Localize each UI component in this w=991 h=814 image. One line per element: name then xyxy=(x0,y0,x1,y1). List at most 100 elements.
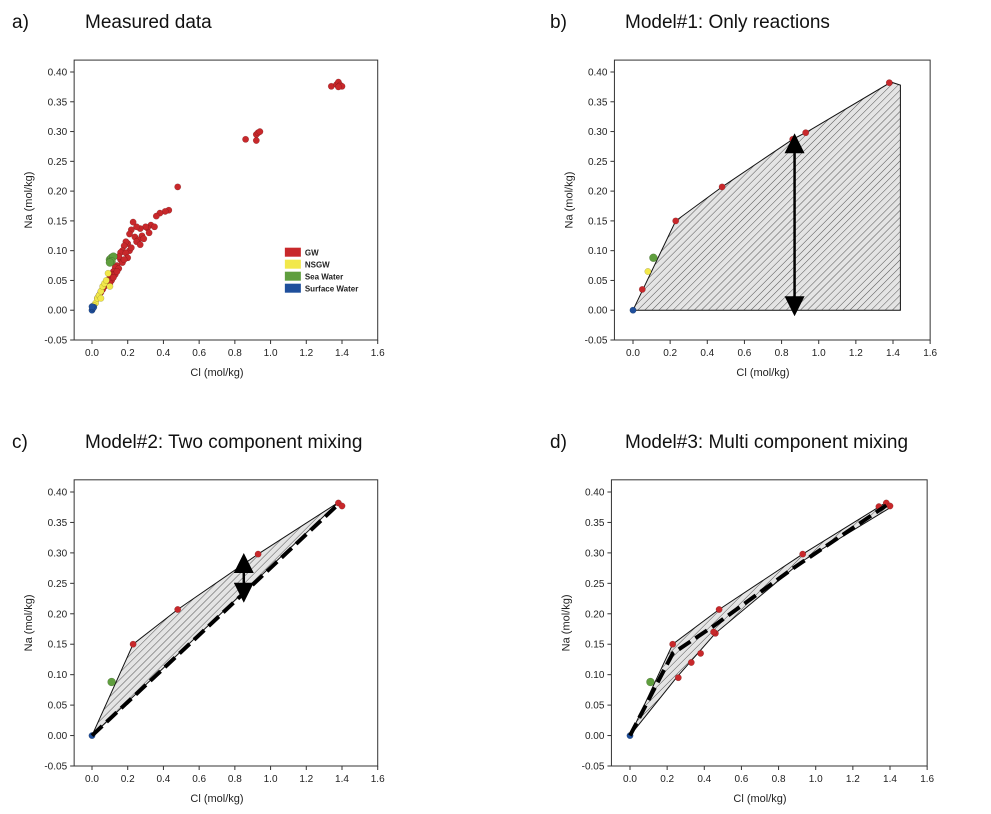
x-tick-label: 0.8 xyxy=(228,774,242,785)
legend-label: Sea Water xyxy=(305,273,343,282)
data-point xyxy=(136,241,144,249)
panel-d-title: Model#3: Multi component mixing xyxy=(625,432,909,453)
y-tick-label: 0.35 xyxy=(48,518,68,529)
y-tick-label: 0.10 xyxy=(48,670,68,681)
x-tick-label: 0.4 xyxy=(156,774,170,785)
y-tick-label: 0.15 xyxy=(48,216,68,227)
y-tick-label: -0.05 xyxy=(44,762,67,773)
legend-label: NSGW xyxy=(305,261,330,270)
data-point xyxy=(129,640,137,648)
y-tick-label: 0.40 xyxy=(48,488,68,499)
x-tick-label: 0.6 xyxy=(737,348,751,359)
data-point xyxy=(802,129,810,137)
data-point xyxy=(254,550,262,558)
data-point xyxy=(334,83,342,91)
data-point xyxy=(174,606,182,613)
x-tick-label: 1.2 xyxy=(299,774,313,785)
data-point xyxy=(140,235,148,243)
y-tick-label: 0.20 xyxy=(48,609,68,620)
x-tick-label: 1.2 xyxy=(849,348,863,359)
panel-b-letter: b) xyxy=(550,12,567,33)
model-envelope xyxy=(629,501,893,736)
x-tick-label: 1.6 xyxy=(371,348,385,359)
data-point xyxy=(256,128,264,136)
data-point xyxy=(104,269,112,277)
data-point xyxy=(133,223,141,231)
panel-a-title: Measured data xyxy=(85,12,212,33)
data-point xyxy=(649,253,658,263)
x-tick-label: 0.6 xyxy=(192,774,206,785)
data-point xyxy=(126,230,133,238)
x-axis-label: Cl (mol/kg) xyxy=(190,367,243,379)
y-tick-label: 0.00 xyxy=(48,306,68,317)
x-tick-label: 1.4 xyxy=(886,348,900,359)
y-tick-label: -0.05 xyxy=(44,336,67,347)
panel-c-title: Model#2: Two component mixing xyxy=(85,432,363,453)
data-point xyxy=(687,659,695,666)
y-tick-label: 0.05 xyxy=(48,701,68,712)
y-tick-label: -0.05 xyxy=(582,762,605,773)
data-point xyxy=(885,79,893,87)
data-point xyxy=(672,217,680,225)
y-tick-label: 0.40 xyxy=(588,68,608,79)
x-axis-label: Cl (mol/kg) xyxy=(736,367,789,379)
data-point xyxy=(697,649,705,657)
y-tick-label: 0.10 xyxy=(585,670,605,681)
data-point xyxy=(338,502,346,510)
x-tick-label: 0.0 xyxy=(85,348,99,359)
panel-d-letter: d) xyxy=(550,432,567,453)
y-tick-label: 0.05 xyxy=(588,276,608,287)
model-envelope xyxy=(632,81,901,311)
x-tick-label: 0.0 xyxy=(626,348,640,359)
x-tick-label: 0.2 xyxy=(663,348,677,359)
data-point xyxy=(120,256,128,264)
y-tick-label: 0.20 xyxy=(48,187,68,198)
x-tick-label: 1.4 xyxy=(335,774,349,785)
panel-c-letter: c) xyxy=(12,432,28,453)
x-tick-label: 1.4 xyxy=(335,348,349,359)
x-tick-label: 1.0 xyxy=(812,348,826,359)
x-tick-label: 0.4 xyxy=(697,774,711,785)
panel-b-title: Model#1: Only reactions xyxy=(625,12,830,33)
data-point xyxy=(88,303,96,311)
data-point xyxy=(718,183,726,191)
x-tick-label: 1.2 xyxy=(299,348,313,359)
x-tick-label: 0.2 xyxy=(121,348,135,359)
data-point xyxy=(145,229,153,237)
x-axis-label: Cl (mol/kg) xyxy=(190,793,243,805)
data-point xyxy=(638,285,646,293)
y-tick-label: 0.10 xyxy=(48,246,68,257)
mixing-line xyxy=(90,502,340,738)
data-point xyxy=(674,674,682,682)
plot-frame xyxy=(73,59,379,341)
data-point xyxy=(152,212,160,220)
x-tick-label: 0.4 xyxy=(700,348,714,359)
panel-c-chart: 0.0 0.2 0.4 0.6 0.8 1.0 1.2 1.4 1.6 -0.05 0.00 0.05… xyxy=(23,479,385,805)
data-point xyxy=(629,306,637,314)
plot-frame xyxy=(73,479,379,767)
y-tick-label: 0.15 xyxy=(588,216,608,227)
x-axis-label: Cl (mol/kg) xyxy=(733,793,786,805)
x-tick-label: 1.6 xyxy=(923,348,937,359)
x-tick-label: 0.4 xyxy=(156,348,170,359)
y-tick-label: 0.15 xyxy=(48,640,68,651)
panel-d-chart: 0.0 0.2 0.4 0.6 0.8 1.0 1.2 1.4 1.6 -0.05 0.00 0.05… xyxy=(560,479,935,805)
data-point xyxy=(646,677,655,687)
data-point xyxy=(252,137,260,144)
x-tick-label: 0.8 xyxy=(228,348,242,359)
data-point xyxy=(715,606,723,613)
legend-label: GW xyxy=(305,249,319,258)
legend-label: Surface Water xyxy=(305,285,359,294)
data-point xyxy=(109,274,117,281)
x-tick-label: 0.0 xyxy=(85,774,99,785)
y-tick-label: 0.25 xyxy=(48,157,68,168)
x-tick-label: 1.2 xyxy=(846,774,860,785)
legend-swatch xyxy=(284,283,301,293)
y-tick-label: 0.10 xyxy=(588,246,608,257)
y-tick-label: 0.35 xyxy=(588,97,608,108)
y-axis-label: Na (mol/kg) xyxy=(23,172,35,229)
data-point xyxy=(107,677,116,687)
y-axis-label: Na (mol/kg) xyxy=(563,172,575,229)
x-tick-label: 1.6 xyxy=(371,774,385,785)
